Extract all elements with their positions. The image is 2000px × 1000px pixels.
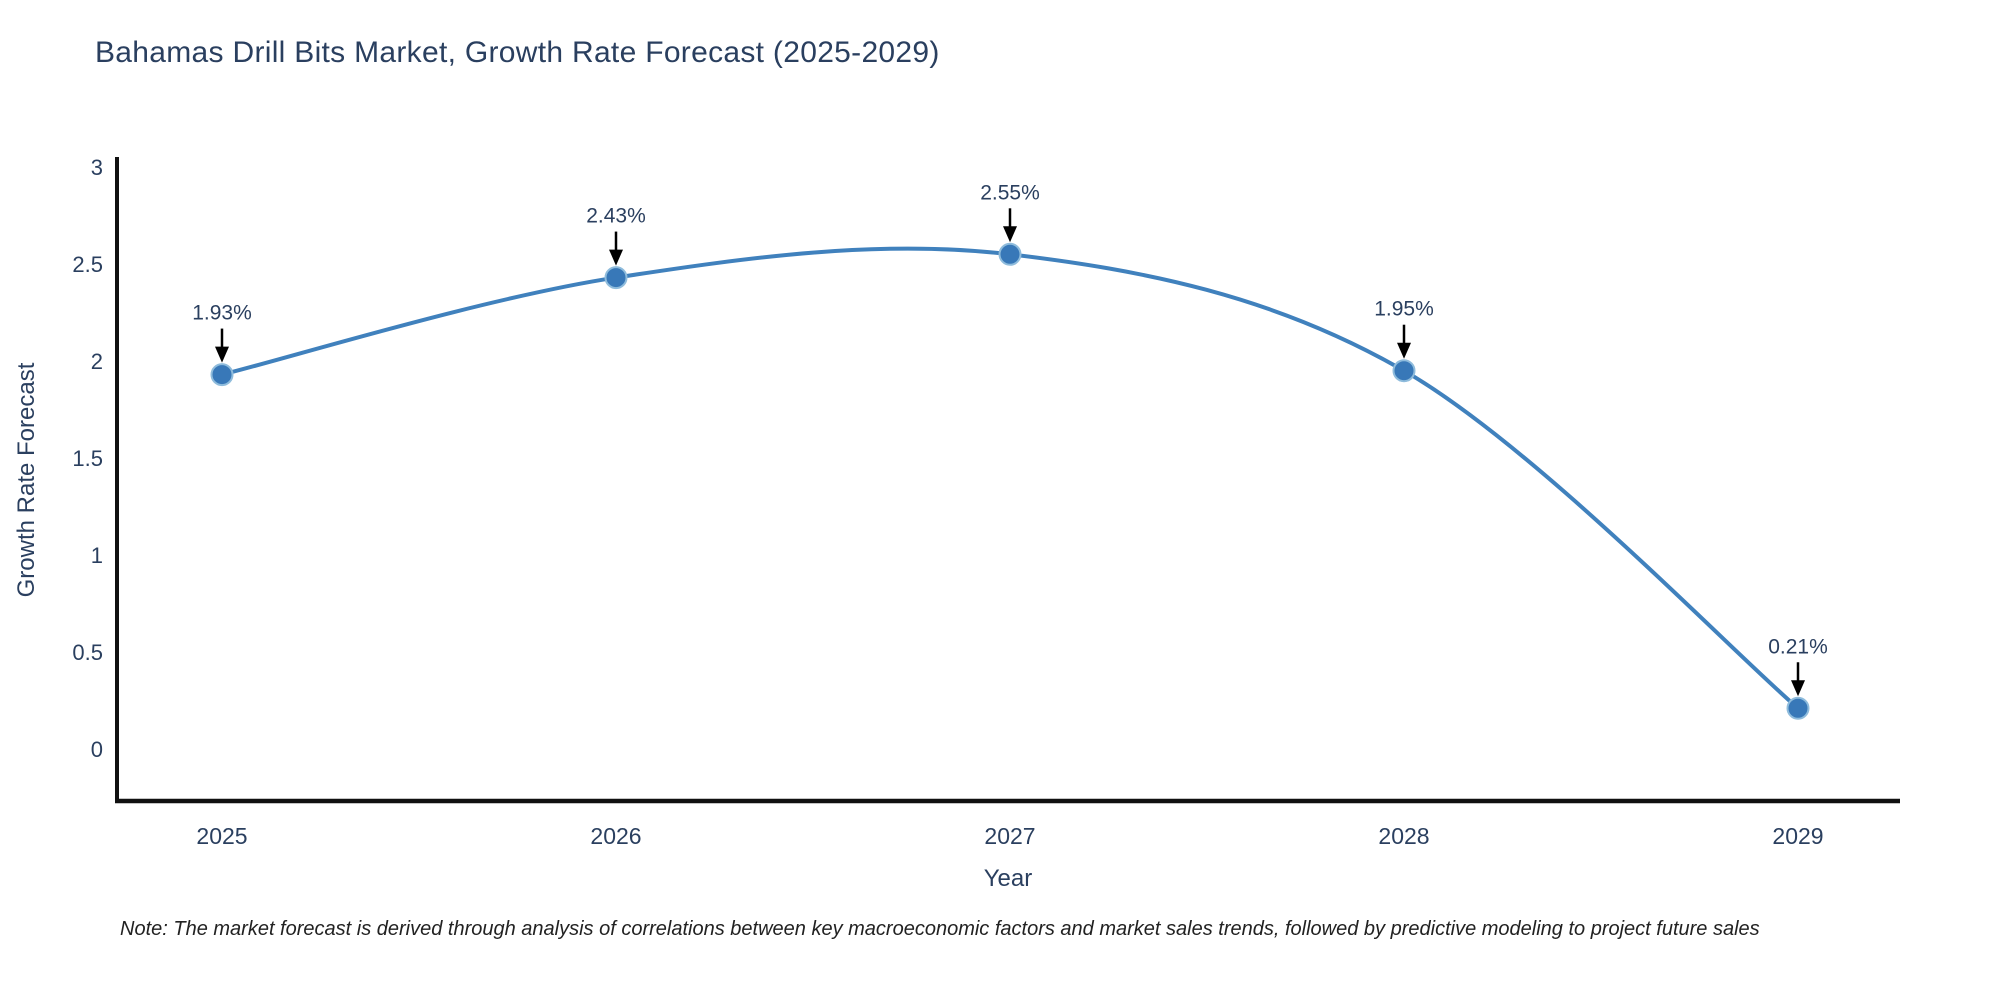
- y-axis-tick-label: 2.5: [72, 252, 103, 277]
- x-axis-tick-label: 2028: [1378, 823, 1429, 849]
- forecast-line: [220, 246, 1800, 711]
- annotation-label: 0.21%: [1768, 635, 1828, 658]
- data-point-marker[interactable]: [998, 242, 1022, 266]
- x-axis-title: Year: [984, 865, 1033, 892]
- footnote: Note: The market forecast is derived thr…: [120, 918, 1760, 940]
- y-axis-tick-label: 2: [91, 349, 103, 374]
- y-axis-tick-label: 1: [91, 543, 103, 568]
- series-layer: [210, 242, 1810, 720]
- chart-title: Bahamas Drill Bits Market, Growth Rate F…: [95, 36, 940, 69]
- data-point-marker[interactable]: [210, 363, 234, 387]
- x-axis-tick-label: 2025: [196, 823, 247, 849]
- y-axis-tick-label: 0.5: [72, 640, 103, 665]
- y-axis-tick-label: 3: [91, 155, 103, 180]
- annotation-label: 1.93%: [192, 302, 252, 325]
- x-axis-tick-label: 2027: [984, 823, 1035, 849]
- annotation-label: 2.43%: [586, 205, 646, 228]
- annotation-label: 2.55%: [980, 181, 1040, 204]
- axes-layer: 0 0.5 1 1.5 2 2.5 3 2025 2026 2027 2028 2029: [72, 155, 1900, 849]
- y-axis-tick-label: 1.5: [72, 446, 103, 471]
- data-point-marker[interactable]: [1786, 696, 1810, 720]
- y-axis-tick-label: 0: [91, 737, 103, 762]
- annotation-arrowhead: [1791, 680, 1805, 697]
- annotations-layer: 1.93% 2.43% 2.55% 1.95% 0.21%: [192, 181, 1828, 697]
- annotation-arrowhead: [1397, 342, 1411, 359]
- annotation-arrowhead: [609, 249, 623, 266]
- y-axis-title: Growth Rate Forecast: [13, 362, 40, 597]
- annotation-arrowhead: [1003, 226, 1017, 243]
- x-axis-tick-label: 2026: [590, 823, 641, 849]
- data-point-marker[interactable]: [1392, 359, 1416, 383]
- annotation-arrowhead: [215, 346, 229, 363]
- x-axis-tick-label: 2029: [1772, 823, 1823, 849]
- annotation-label: 1.95%: [1374, 298, 1434, 321]
- data-point-marker[interactable]: [604, 266, 628, 290]
